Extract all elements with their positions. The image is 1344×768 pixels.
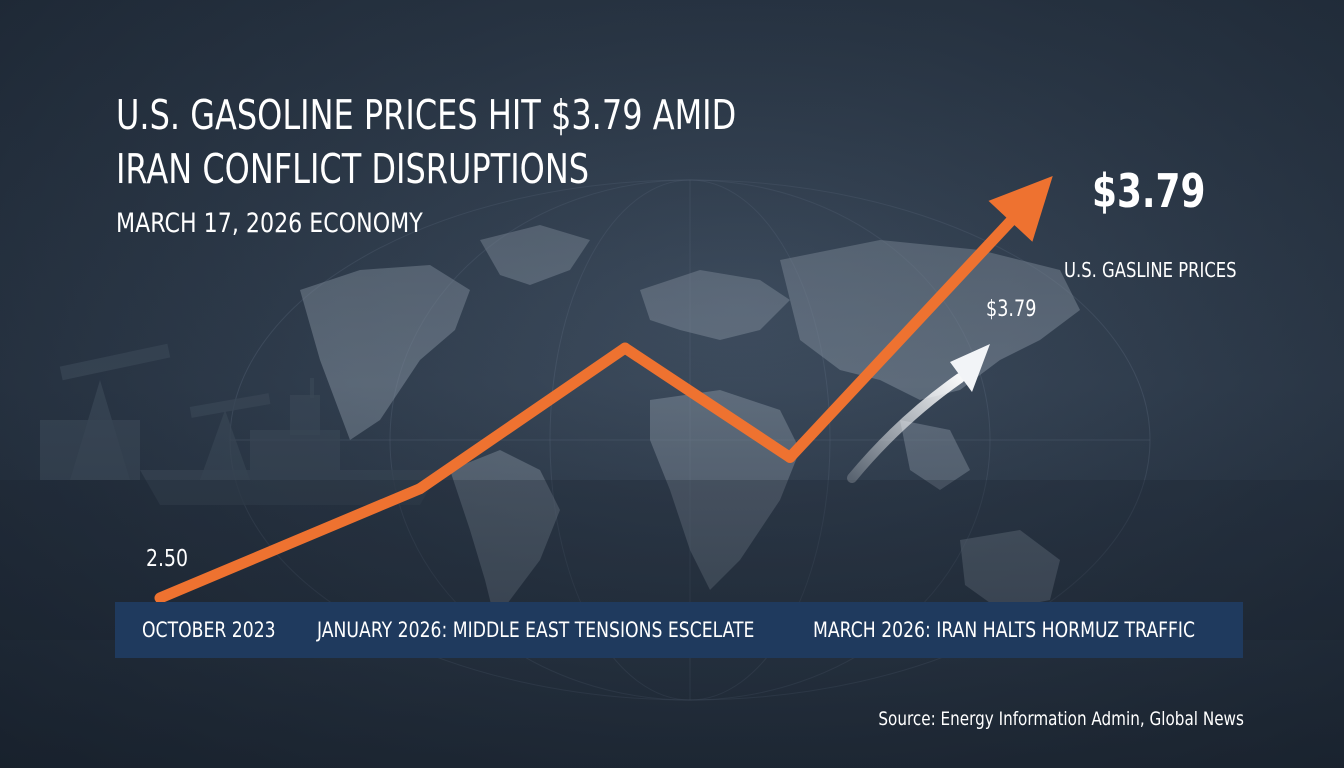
price-line-segment bbox=[784, 189, 1041, 463]
headline-line-2: IRAN CONFLICT DISRUPTIONS bbox=[116, 145, 590, 193]
secondary-price-callout: $3.79 bbox=[986, 297, 1037, 322]
timeline-item-mar-2026: MARCH 2026: IRAN HALTS HORMUZ TRAFFIC bbox=[813, 618, 1196, 642]
price-line-segment bbox=[154, 483, 426, 604]
start-price-label: 2.50 bbox=[146, 546, 188, 572]
price-point bbox=[785, 452, 795, 463]
price-line-segment bbox=[619, 342, 796, 463]
headline-line-1: U.S. GASOLINE PRICES HIT $3.79 AMID bbox=[116, 91, 737, 139]
price-line-segment bbox=[414, 342, 631, 495]
timeline-item-jan-2026: JANUARY 2026: MIDDLE EAST TENSIONS ESCEL… bbox=[317, 618, 755, 642]
current-price-label: U.S. GASLINE PRICES bbox=[1064, 258, 1237, 282]
current-price-callout: $3.79 bbox=[1092, 164, 1206, 218]
price-point bbox=[415, 483, 425, 494]
timeline-bar: OCTOBER 2023 JANUARY 2026: MIDDLE EAST T… bbox=[115, 602, 1243, 658]
price-point bbox=[155, 593, 165, 603]
headline: U.S. GASOLINE PRICES HIT $3.79 AMID IRAN… bbox=[116, 88, 896, 196]
source-credit: Source: Energy Information Admin, Global… bbox=[878, 708, 1244, 730]
timeline-item-oct-2023: OCTOBER 2023 bbox=[142, 618, 276, 642]
dateline: MARCH 17, 2026 ECONOMY bbox=[116, 208, 423, 239]
price-point bbox=[620, 343, 630, 354]
secondary-trend-arrow bbox=[847, 344, 990, 483]
price-trend-arrowhead bbox=[988, 175, 1053, 242]
